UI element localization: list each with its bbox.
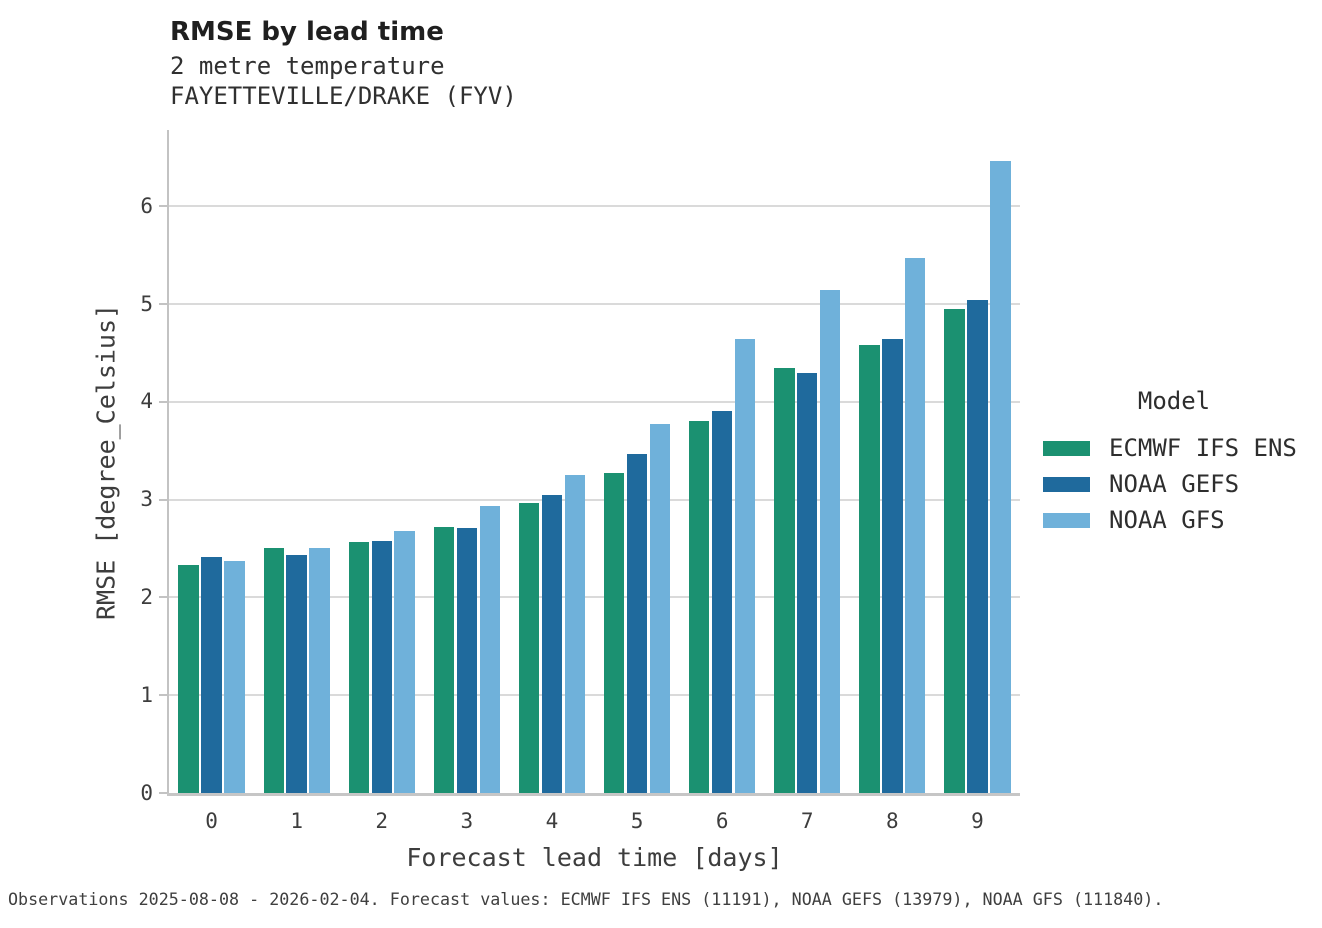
gridline-y3 [169, 498, 1020, 501]
bar-ecmwf-ifs-ens-day-6 [689, 421, 710, 793]
chart-subtitle-variable: 2 metre temperature [170, 52, 445, 80]
bar-ecmwf-ifs-ens-day-5 [603, 473, 625, 793]
bar-noaa-gefs-day-9 [967, 300, 988, 793]
legend: Model ECMWF IFS ENS NOAA GEFS NOAA GFS [1043, 388, 1305, 538]
gridline-y1 [169, 694, 1020, 697]
legend-item-noaa-gefs: NOAA GEFS [1043, 466, 1305, 502]
bar-ecmwf-ifs-ens-day-0 [178, 565, 199, 793]
gridline-y4 [169, 400, 1020, 403]
bar-noaa-gfs-day-2 [394, 530, 415, 793]
bar-noaa-gfs-day-1 [309, 547, 330, 793]
x-tick-label: 2 [375, 809, 389, 833]
legend-label: ECMWF IFS ENS [1109, 434, 1297, 462]
bar-noaa-gfs-day-5 [649, 424, 671, 793]
bar-noaa-gfs-day-7 [819, 290, 841, 793]
footer-caption: Observations 2025-08-08 - 2026-02-04. Fo… [8, 889, 1164, 909]
bar-noaa-gfs-day-9 [990, 161, 1011, 793]
bar-noaa-gefs-day-7 [797, 372, 818, 793]
chart-title: RMSE by lead time [170, 17, 444, 47]
x-tick-label: 8 [886, 809, 899, 833]
x-tick-label: 7 [800, 809, 814, 833]
bar-ecmwf-ifs-ens-day-4 [518, 502, 540, 793]
y-tick-label: 0 [140, 780, 153, 805]
y-tick-mark [159, 694, 167, 697]
bar-noaa-gefs-day-4 [541, 494, 563, 793]
y-tick-mark [159, 498, 167, 501]
bar-noaa-gfs-day-4 [564, 475, 586, 793]
legend-label: NOAA GFS [1109, 506, 1225, 534]
plot-area: 0 1 2 3 4 5 6 0 1 2 3 4 5 6 7 8 9 [140, 130, 1020, 832]
chart-subtitle-station: FAYETTEVILLE/DRAKE (FYV) [170, 82, 517, 110]
legend-title: Model [1137, 387, 1211, 415]
x-tick-label: 5 [630, 809, 644, 833]
x-tick-label: 4 [545, 809, 559, 833]
bar-noaa-gfs-day-6 [734, 339, 756, 793]
y-tick-mark [159, 792, 167, 794]
y-tick-mark [159, 205, 167, 208]
y-tick-label: 1 [140, 682, 153, 707]
bar-noaa-gfs-day-0 [224, 561, 245, 793]
bar-noaa-gefs-day-0 [201, 557, 222, 793]
legend-label: NOAA GEFS [1109, 470, 1240, 498]
legend-item-noaa-gfs: NOAA GFS [1043, 502, 1305, 538]
bar-ecmwf-ifs-ens-day-3 [433, 527, 455, 793]
y-tick-label: 4 [140, 389, 153, 414]
x-tick-label: 0 [205, 809, 218, 833]
y-tick-label: 3 [140, 487, 153, 512]
x-axis-title: Forecast lead time [days] [406, 843, 783, 872]
bar-noaa-gefs-day-2 [371, 540, 392, 793]
x-tick-label: 9 [971, 809, 984, 833]
bar-noaa-gefs-day-6 [711, 410, 733, 793]
y-tick-label: 5 [140, 291, 153, 316]
bar-ecmwf-ifs-ens-day-1 [263, 547, 284, 793]
x-tick-label: 6 [715, 809, 729, 833]
bar-ecmwf-ifs-ens-day-7 [774, 367, 795, 793]
gridline-y2 [169, 596, 1020, 599]
bar-noaa-gefs-day-3 [456, 528, 478, 793]
legend-swatch [1043, 512, 1090, 528]
x-axis-line [167, 793, 1020, 796]
x-tick-label: 1 [290, 809, 303, 833]
bar-noaa-gefs-day-1 [286, 555, 307, 793]
y-tick-mark [159, 303, 167, 306]
legend-items: ECMWF IFS ENS NOAA GEFS NOAA GFS [1043, 430, 1305, 538]
legend-item-ecmwf-ifs-ens: ECMWF IFS ENS [1043, 430, 1305, 466]
bar-noaa-gefs-day-8 [882, 339, 903, 793]
legend-swatch [1043, 476, 1090, 492]
legend-swatch [1043, 440, 1090, 456]
y-tick-mark [159, 400, 167, 403]
y-tick-label: 6 [140, 193, 153, 218]
gridline-y6 [169, 205, 1020, 208]
bar-ecmwf-ifs-ens-day-8 [859, 345, 880, 793]
bar-ecmwf-ifs-ens-day-2 [348, 541, 370, 793]
bar-noaa-gfs-day-8 [905, 258, 926, 793]
y-tick-mark [159, 596, 167, 599]
x-tick-label: 3 [460, 809, 474, 833]
y-tick-label: 2 [140, 584, 153, 609]
y-axis-line [167, 130, 169, 796]
gridline-y5 [169, 303, 1020, 306]
bar-noaa-gefs-day-5 [626, 453, 648, 793]
bar-noaa-gfs-day-3 [479, 506, 500, 793]
bar-ecmwf-ifs-ens-day-9 [944, 308, 965, 793]
